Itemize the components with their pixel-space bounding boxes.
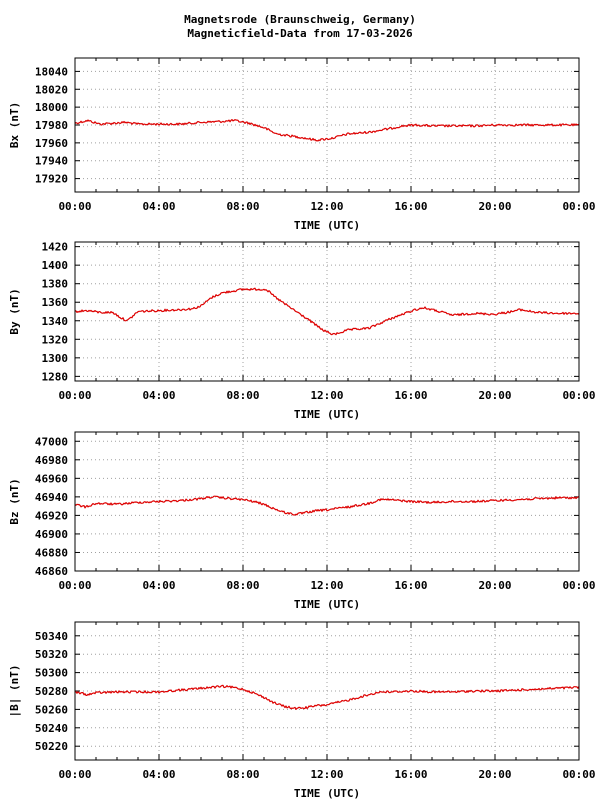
x-tick-label: 00:00 — [58, 200, 91, 213]
x-tick-label: 00:00 — [562, 200, 595, 213]
x-tick-label: 00:00 — [58, 768, 91, 781]
y-tick-label: 1420 — [42, 241, 69, 254]
y-tick-label: 17920 — [35, 173, 68, 186]
chart-panel-3: 46860 46880 46900 46920 46940 46960 46980 47000… — [8, 431, 596, 611]
y-axis-label: By (nT) — [8, 288, 21, 334]
x-tick-label: 08:00 — [226, 579, 259, 592]
y-axis-label: Bx (nT) — [8, 102, 21, 148]
chart-panel-2: 1280 1300 1320 1340 1360 1380 1400 1420 00:00 04:… — [8, 241, 596, 421]
chart-title-line-2: Magneticfield-Data from 17-03-2026 — [187, 27, 413, 40]
x-tick-label: 12:00 — [310, 579, 343, 592]
x-tick-label: 12:00 — [310, 200, 343, 213]
y-tick-label: 46980 — [35, 454, 68, 467]
data-series-line — [74, 495, 580, 516]
x-tick-label: 16:00 — [394, 389, 427, 402]
x-tick-label: 04:00 — [142, 389, 175, 402]
y-tick-label: 50340 — [35, 630, 68, 643]
y-tick-label: 17960 — [35, 137, 68, 150]
x-tick-label: 08:00 — [226, 389, 259, 402]
y-tick-label: 50280 — [35, 685, 68, 698]
y-tick-label: 50240 — [35, 722, 68, 735]
y-tick-label: 1360 — [42, 296, 69, 309]
x-tick-label: 20:00 — [478, 200, 511, 213]
x-tick-label: 00:00 — [58, 389, 91, 402]
x-tick-label: 04:00 — [142, 768, 175, 781]
y-tick-label: 1320 — [42, 333, 69, 346]
x-tick-label: 20:00 — [478, 389, 511, 402]
x-tick-label: 04:00 — [142, 579, 175, 592]
plot-frame — [74, 621, 580, 761]
y-tick-label: 46920 — [35, 509, 68, 522]
y-axis-label: Bz (nT) — [8, 478, 21, 524]
y-axis-label: |B| (nT) — [8, 665, 21, 718]
x-tick-label: 12:00 — [310, 389, 343, 402]
y-tick-label: 46960 — [35, 472, 68, 485]
x-axis-label: TIME (UTC) — [294, 219, 360, 232]
x-tick-label: 08:00 — [226, 768, 259, 781]
x-tick-label: 16:00 — [394, 768, 427, 781]
y-tick-label: 1340 — [42, 315, 69, 328]
chart-panel-4: 50220 50240 50260 50280 50300 50320 50340 00:00… — [8, 621, 596, 800]
x-tick-label: 12:00 — [310, 768, 343, 781]
y-tick-label: 50300 — [35, 667, 68, 680]
data-series-line — [74, 118, 580, 142]
y-tick-label: 17940 — [35, 155, 68, 168]
x-tick-label: 16:00 — [394, 579, 427, 592]
x-tick-label: 00:00 — [562, 768, 595, 781]
y-tick-label: 46900 — [35, 528, 68, 541]
x-tick-label: 16:00 — [394, 200, 427, 213]
y-tick-label: 18020 — [35, 83, 68, 96]
chart-title-line-1: Magnetsrode (Braunschweig, Germany) — [184, 13, 416, 26]
x-tick-label: 04:00 — [142, 200, 175, 213]
x-axis-label: TIME (UTC) — [294, 787, 360, 800]
plot-frame — [74, 431, 580, 572]
data-series-line — [74, 684, 580, 711]
y-tick-label: 46940 — [35, 491, 68, 504]
data-series-line — [74, 287, 580, 336]
x-tick-label: 20:00 — [478, 768, 511, 781]
y-tick-label: 46860 — [35, 565, 68, 578]
x-axis-label: TIME (UTC) — [294, 598, 360, 611]
y-tick-label: 47000 — [35, 435, 68, 448]
y-tick-label: 1300 — [42, 352, 69, 365]
y-tick-label: 17980 — [35, 119, 68, 132]
x-tick-label: 20:00 — [478, 579, 511, 592]
x-tick-label: 08:00 — [226, 200, 259, 213]
x-tick-label: 00:00 — [562, 389, 595, 402]
x-axis-label: TIME (UTC) — [294, 408, 360, 421]
y-tick-label: 1280 — [42, 370, 69, 383]
y-tick-label: 1380 — [42, 278, 69, 291]
plot-frame — [74, 241, 580, 382]
plot-frame — [74, 57, 580, 193]
y-tick-label: 46880 — [35, 546, 68, 559]
x-tick-label: 00:00 — [562, 579, 595, 592]
y-tick-label: 1400 — [42, 259, 69, 272]
x-tick-label: 00:00 — [58, 579, 91, 592]
y-tick-label: 50220 — [35, 740, 68, 753]
y-tick-label: 50320 — [35, 648, 68, 661]
y-tick-label: 50260 — [35, 703, 68, 716]
y-tick-label: 18000 — [35, 101, 68, 114]
y-tick-label: 18040 — [35, 65, 68, 78]
chart-panel-1: 17920 17940 17960 17980 18000 18020 18040 00:00… — [8, 57, 596, 232]
